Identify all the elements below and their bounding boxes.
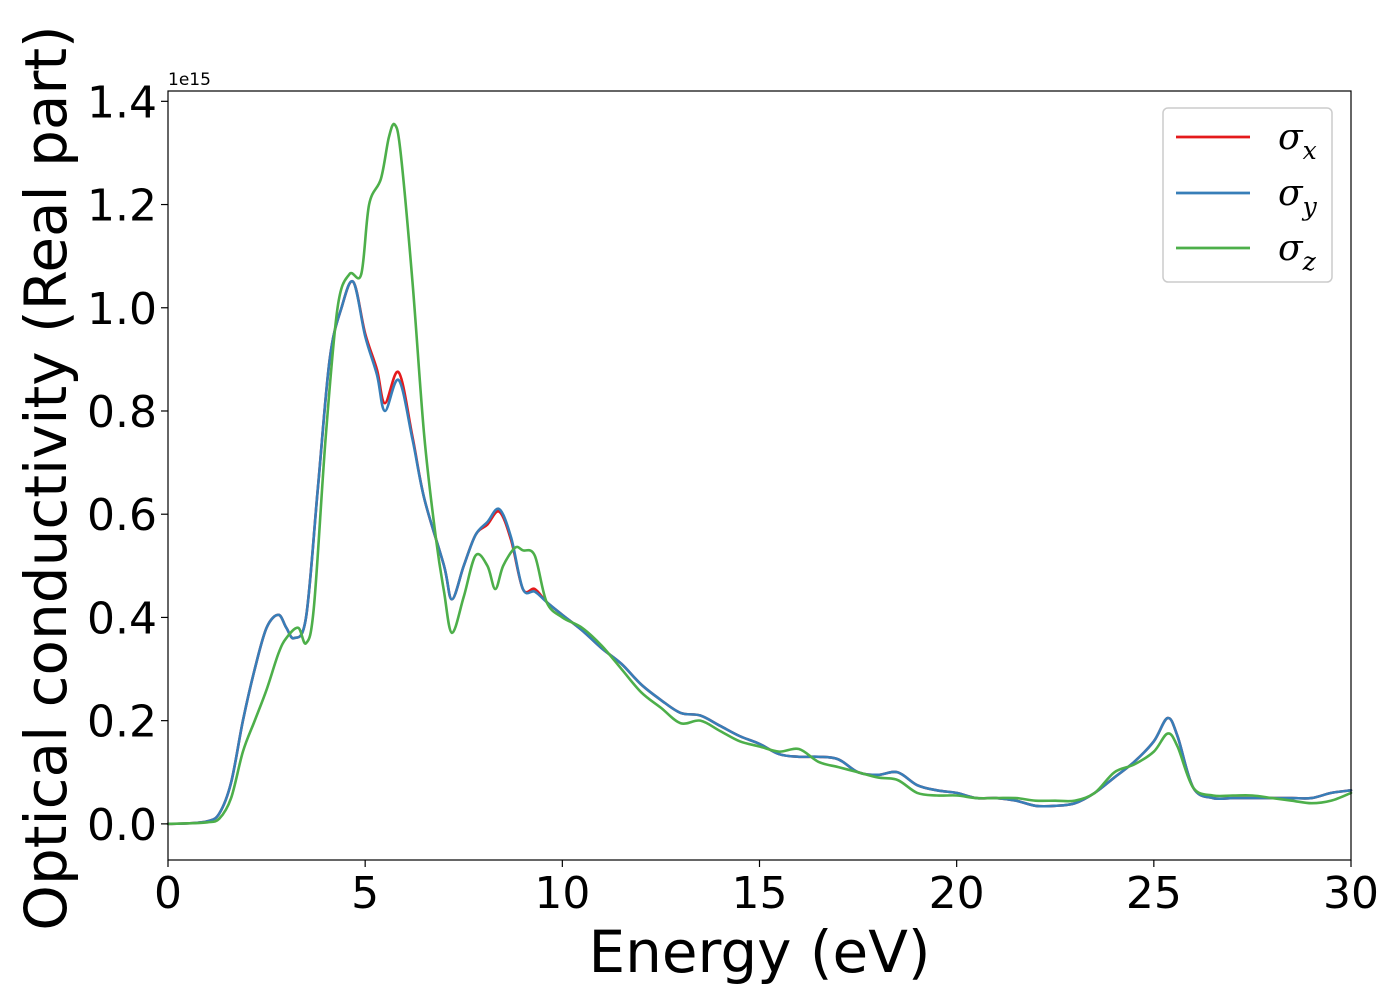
x-tick-label: 0: [154, 868, 182, 919]
x-tick-label: 5: [351, 868, 379, 919]
legend-label-y: σy: [1278, 173, 1318, 221]
x-tick-label: 30: [1323, 868, 1379, 919]
x-tick-label: 25: [1126, 868, 1182, 919]
y-tick-label: 1.2: [87, 181, 157, 232]
y-tick-label: 0.4: [87, 593, 157, 644]
y-tick-label: 0.6: [87, 490, 157, 541]
plot-area: [168, 91, 1351, 860]
y-tick-label: 0.0: [87, 800, 157, 851]
y-tick-label: 0.2: [87, 697, 157, 748]
series-group: [166, 122, 1353, 826]
y-offset-label: 1e15: [168, 70, 211, 90]
y-axis-title: Optical conductivity (Real part): [12, 25, 80, 930]
x-tick-label: 15: [732, 868, 788, 919]
x-tick-label: 10: [534, 868, 590, 919]
x-axis: 0 5 10 15 20 25 30: [154, 860, 1379, 919]
y-tick-label: 1.0: [87, 284, 157, 335]
y-tick-label: 0.8: [87, 387, 157, 438]
legend-label-x: σx: [1278, 117, 1317, 165]
series-line-z: [166, 122, 1353, 826]
y-tick-label: 1.4: [87, 77, 157, 128]
legend-box: [1162, 107, 1333, 283]
legend-label-z: σz: [1278, 228, 1317, 276]
y-axis: 0.0 0.2 0.4 0.6 0.8 1.0 1.2 1.4: [87, 77, 168, 851]
legend: σx σy σz: [1162, 107, 1333, 283]
x-tick-label: 20: [929, 868, 985, 919]
x-axis-title: Energy (eV): [588, 918, 930, 986]
